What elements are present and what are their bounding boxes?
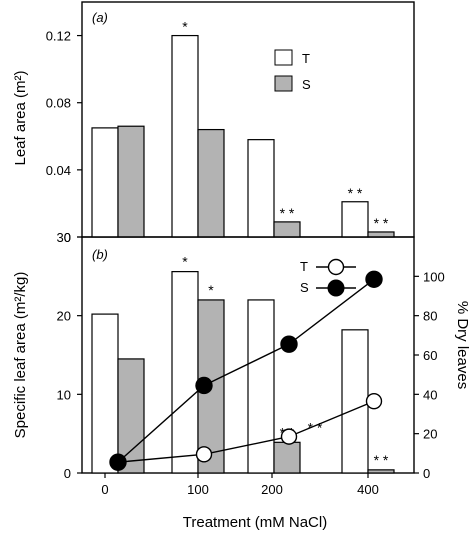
x-tick-label-400: 400	[357, 482, 379, 497]
point-s-400	[365, 270, 383, 288]
bar-a-t-0	[91, 127, 119, 238]
line-t	[117, 400, 375, 463]
annotation-b-t-100: *	[182, 254, 188, 270]
annotation-a-t-400: * *	[348, 185, 363, 201]
bar-b-s-400	[367, 469, 395, 474]
annotation-a-s-200: * *	[280, 205, 295, 221]
x-tick-label-0: 0	[101, 482, 108, 497]
point-s-200	[280, 335, 298, 353]
x-axis-label: Treatment (mM NaCl)	[183, 514, 327, 531]
b-y2-tick-label-5: 100	[423, 269, 445, 284]
bar-b-s-200	[273, 441, 301, 474]
a-y-tick-label-2: 0.08	[46, 96, 71, 111]
annotation-b-s-100: *	[208, 282, 214, 298]
line-legend-marker-s	[327, 279, 345, 297]
panel-b-legend: T S	[300, 258, 356, 297]
b-y2-tick-label-3: 60	[423, 348, 437, 363]
bar-a-t-200	[247, 139, 275, 238]
legend-label-s: S	[302, 77, 311, 92]
annotation-line-t-200: * *	[308, 420, 323, 436]
x-tick-label-100: 100	[187, 482, 209, 497]
a-y-tick-label-1: 0.04	[46, 163, 71, 178]
b-y2-tick-label-0: 0	[423, 466, 430, 481]
b-y-tick-label-3: 30	[57, 230, 71, 245]
line-legend-marker-t	[327, 258, 345, 276]
annotation-a-t-100: *	[182, 19, 188, 35]
line-legend-label-s: S	[300, 280, 309, 295]
bar-a-t-400	[341, 201, 369, 238]
panel-b-y2-axis-label: % Dry leaves	[454, 301, 471, 389]
panel-b-y-axis-label: Specific leaf area (m²/kg)	[12, 272, 29, 439]
b-y-tick-label-2: 20	[57, 309, 71, 324]
legend-label-t: T	[302, 51, 310, 66]
annotation-b-s-400: * *	[374, 452, 389, 468]
line-legend-label-t: T	[300, 259, 308, 274]
panel-a-bars: * * * * * * *	[91, 19, 395, 238]
panel-b-y-ticks: 0 10 20 30	[57, 230, 82, 481]
bar-a-s-400	[367, 231, 395, 238]
bar-b-t-100	[171, 271, 199, 474]
bar-b-t-200	[247, 299, 275, 474]
annotation-a-s-400: * *	[374, 215, 389, 231]
point-t-100	[195, 446, 213, 463]
point-s-0	[109, 453, 127, 471]
bar-b-s-0	[117, 358, 145, 474]
point-t-200	[280, 428, 298, 445]
panel-b-x-ticks: 0 100 200 400	[101, 473, 379, 497]
line-s	[117, 278, 375, 463]
b-y2-tick-label-4: 80	[423, 309, 437, 324]
bar-a-s-200	[273, 221, 301, 238]
bar-b-t-0	[91, 313, 119, 474]
a-y-tick-label-3: 0.12	[46, 29, 71, 44]
panel-a-legend: T S	[274, 49, 311, 92]
panel-a-y-axis-label: Leaf area (m²)	[12, 70, 29, 165]
point-s-100	[195, 376, 213, 395]
a-y-tick-label-0: 0	[64, 230, 71, 245]
panel-b-bars: * * * * * *	[91, 254, 395, 474]
b-y-tick-label-1: 10	[57, 387, 71, 402]
b-y-tick-label-0: 0	[64, 466, 71, 481]
legend-swatch-s	[274, 75, 293, 92]
panel-b-lines: * *	[109, 270, 383, 471]
bar-a-t-100	[171, 34, 199, 238]
legend-swatch-t	[274, 49, 293, 66]
x-tick-label-200: 200	[261, 482, 283, 497]
panel-b-y2-ticks: 0 20 40 60 80 100	[414, 269, 445, 481]
bar-a-s-0	[117, 125, 145, 238]
panel-a-label: (a)	[92, 10, 108, 25]
panel-a: (a) * * * * * * * 0 0.04 0.08 0.12 Leaf area (…	[12, 1, 415, 245]
panel-a-y-ticks: 0 0.04 0.08 0.12	[46, 29, 82, 245]
point-t-400	[365, 393, 383, 410]
bar-b-t-400	[341, 329, 369, 474]
b-y2-tick-label-1: 20	[423, 427, 437, 442]
panel-b-label: (b)	[92, 247, 108, 262]
bar-a-s-100	[197, 128, 225, 238]
b-y2-tick-label-2: 40	[423, 387, 437, 402]
